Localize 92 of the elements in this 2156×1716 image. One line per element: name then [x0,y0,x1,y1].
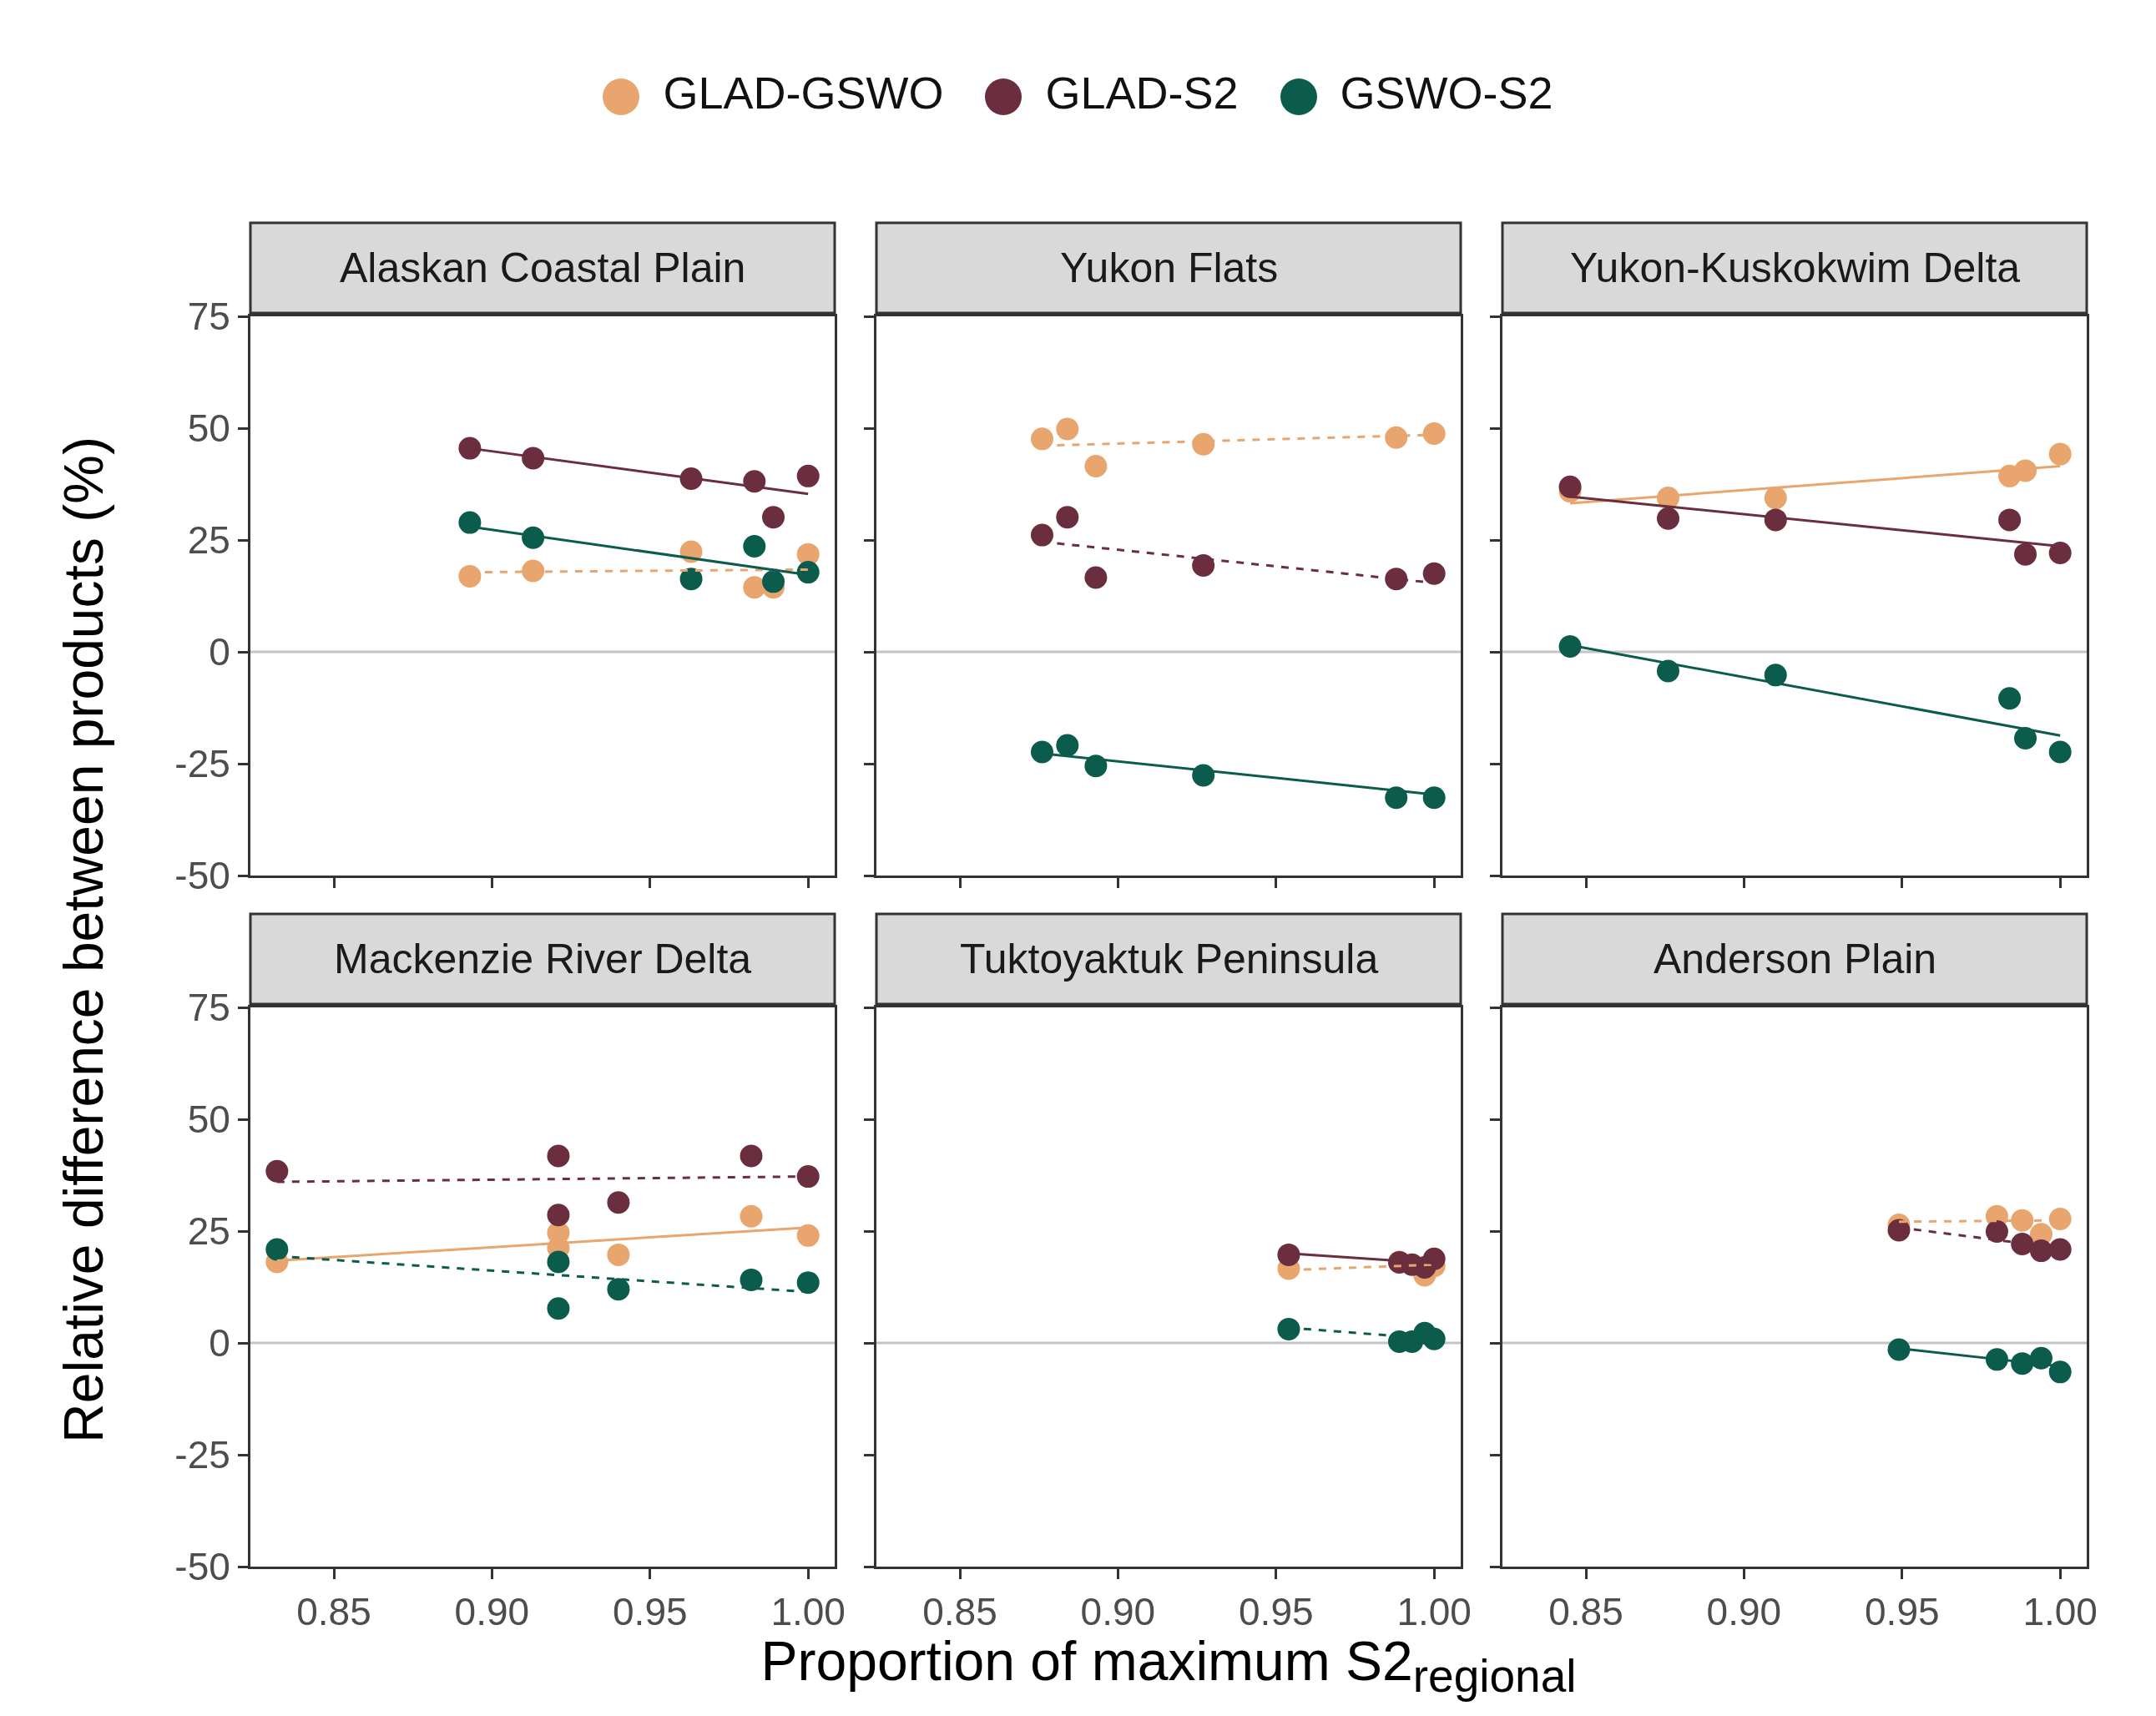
point [1656,659,1679,683]
y-tick-label: 25 [187,518,230,563]
point [740,1204,763,1228]
point [547,1144,570,1168]
chart-title: Yukon Flats [1060,245,1279,291]
point [607,1278,630,1301]
point [547,1204,570,1227]
point [1422,1327,1446,1350]
point [522,559,545,583]
point [1385,426,1408,449]
point [1985,1220,2008,1244]
legend-label: GLAD-GSWO [663,68,944,118]
y-tick-label: 0 [209,630,230,674]
x-tick-label: 0.90 [1706,1590,1782,1634]
y-tick-label: -50 [174,854,230,898]
point [2014,543,2037,566]
y-tick-label: 50 [187,406,230,451]
point [1764,487,1787,510]
point [1030,523,1053,547]
point [1056,506,1079,529]
legend-label: GSWO-S2 [1340,68,1553,118]
chart-title: Yukon-Kuskokwim Delta [1570,245,2021,291]
y-tick-label: -50 [174,1545,230,1589]
x-tick-label: 0.85 [296,1590,371,1634]
point [796,1271,820,1295]
point [2011,1233,2034,1256]
point [547,1297,570,1320]
point [1056,734,1079,757]
point [1422,1247,1446,1270]
point [547,1250,570,1274]
point [458,437,482,460]
point [1998,508,2022,532]
point [1422,562,1446,585]
point [2048,1208,2072,1231]
point [743,576,766,599]
point [1030,427,1053,451]
point [740,1268,763,1291]
point [2011,1209,2034,1232]
point [2048,1238,2072,1261]
point [1764,664,1787,687]
chart-title: Tuktoyaktuk Peninsula [960,936,1379,982]
point [796,1224,820,1247]
y-tick-label: 0 [209,1321,230,1365]
point [1030,740,1053,764]
legend-label: GLAD-S2 [1045,68,1239,118]
point [762,506,785,529]
point [1192,554,1215,578]
point [762,570,785,593]
point [679,568,703,591]
y-tick-label: 50 [187,1098,230,1142]
y-axis-title: Relative difference between products (%) [52,436,115,1445]
chart-title: Alaskan Coastal Plain [340,245,746,291]
point [2048,740,2072,764]
x-tick-label: 1.00 [2022,1590,2098,1634]
point [2048,542,2072,565]
point [1084,455,1108,478]
point [1998,687,2022,710]
y-tick-label: 75 [187,986,230,1030]
point [1385,568,1408,591]
point [1192,432,1215,456]
point [796,1165,820,1189]
x-tick-label: 0.90 [454,1590,530,1634]
y-tick-label: 25 [187,1209,230,1254]
point [1422,786,1446,810]
point [2048,1360,2072,1384]
point [607,1243,630,1266]
y-tick-label: 75 [187,295,230,339]
point [2014,726,2037,749]
point [1558,475,1582,498]
point [1277,1243,1300,1266]
point [458,564,482,588]
x-tick-label: 0.95 [1865,1590,1940,1634]
point [740,1144,763,1168]
point [607,1191,630,1214]
point [265,1238,289,1261]
point [743,535,766,558]
point [2048,442,2072,466]
point [796,464,820,487]
point [1084,566,1108,589]
point [458,511,482,534]
point [1558,635,1582,659]
x-tick-label: 0.95 [613,1590,688,1634]
point [265,1159,289,1183]
point [1887,1338,1911,1361]
point [1277,1317,1300,1340]
y-tick-label: -25 [174,742,230,786]
point [1422,421,1446,445]
point [1056,417,1079,441]
chart-title: Mackenzie River Delta [334,936,752,982]
chart-title: Anderson Plain [1654,936,1937,982]
point [1656,507,1679,530]
y-tick-label: -25 [174,1433,230,1477]
